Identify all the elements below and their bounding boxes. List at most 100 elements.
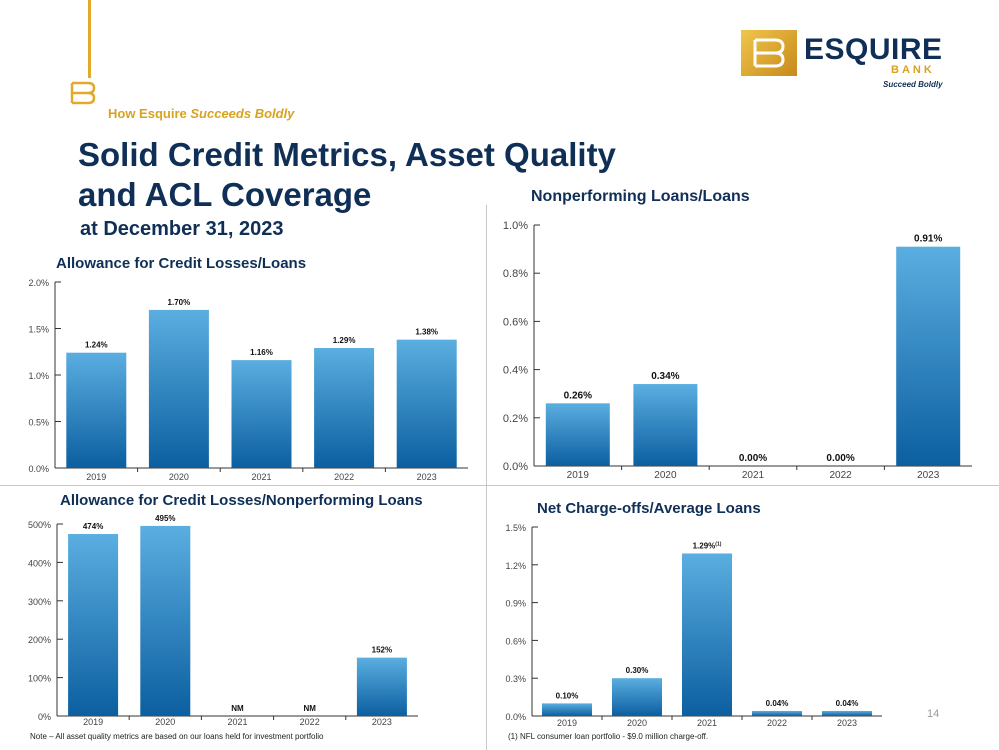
bar-2019	[66, 352, 127, 468]
data-label-2019: 0.10%	[556, 691, 579, 700]
page-number: 14	[927, 708, 940, 720]
x-tick-label-2021: 2021	[697, 718, 717, 728]
chart-title-nco: Net Charge-offs/Average Loans	[537, 500, 761, 517]
x-tick-label-2020: 2020	[155, 717, 175, 727]
y-tick-label: 1.5%	[505, 523, 526, 533]
y-tick-label: 0%	[38, 712, 51, 722]
footnote-left: Note – All asset quality metrics are bas…	[30, 732, 324, 741]
logo-word: ESQUIRE	[804, 33, 943, 66]
data-label-2021: NM	[231, 704, 244, 713]
data-label-2023: 1.38%	[415, 328, 438, 337]
tagline: How Esquire Succeeds Boldly	[108, 106, 294, 121]
data-label-2023: 0.04%	[836, 699, 859, 708]
data-label-2022: 1.29%	[333, 336, 356, 345]
y-tick-label: 0.8%	[503, 268, 528, 280]
chart-acl-loans: 0.0% 0.5% 1.0% 1.5% 2.0% 1.24% 2019 1.70% 2020 1.…	[28, 278, 468, 482]
y-tick-label: 0.9%	[505, 599, 526, 609]
page-subtitle: at December 31, 2023	[80, 218, 284, 240]
data-label-2019: 1.24%	[85, 341, 108, 350]
x-tick-label-2022: 2022	[334, 472, 354, 482]
x-tick-label-2023: 2023	[417, 472, 437, 482]
page-title: Solid Credit Metrics, Asset Quality and …	[78, 135, 616, 215]
bar-2020	[612, 678, 662, 716]
y-tick-label: 300%	[28, 597, 51, 607]
data-label-2021: 0.00%	[739, 453, 767, 464]
data-label-2023: 152%	[372, 646, 392, 655]
y-tick-label: 0.0%	[28, 464, 49, 474]
y-tick-label: 0.6%	[505, 636, 526, 646]
bar-2021	[231, 360, 292, 468]
chart-title-npl-loans: Nonperforming Loans/Loans	[531, 188, 750, 205]
y-tick-label: 0.2%	[503, 413, 528, 425]
eb-monogram-icon	[70, 81, 96, 105]
bar-2023	[822, 710, 872, 716]
x-tick-label-2020: 2020	[627, 718, 647, 728]
x-tick-label-2019: 2019	[83, 717, 103, 727]
bar-2023	[396, 339, 457, 468]
page-title-line2: and ACL Coverage	[78, 176, 372, 213]
data-label-superscript: (1)	[715, 541, 721, 547]
y-tick-label: 1.0%	[503, 220, 528, 232]
data-label-2021: 1.29%(1)	[693, 541, 722, 550]
page-title-line1: Solid Credit Metrics, Asset Quality	[78, 136, 616, 173]
x-tick-label-2022: 2022	[767, 718, 787, 728]
footnote-right: (1) NFL consumer loan portfolio - $9.0 m…	[508, 732, 709, 741]
x-tick-label-2020: 2020	[654, 470, 677, 481]
x-tick-label-2020: 2020	[169, 472, 189, 482]
chart-title-acl-npl: Allowance for Credit Losses/Nonperformin…	[60, 492, 423, 509]
y-tick-label: 1.5%	[28, 325, 49, 335]
x-tick-label-2023: 2023	[917, 470, 940, 481]
data-label-2022: 0.00%	[826, 453, 854, 464]
data-label-2021: 1.16%	[250, 348, 273, 357]
y-tick-label: 500%	[28, 520, 51, 530]
horizontal-divider	[0, 485, 999, 486]
bar-2019	[68, 533, 119, 716]
tagline-emphasis: Succeeds Boldly	[190, 106, 295, 121]
chart-title-acl-loans: Allowance for Credit Losses/Loans	[56, 255, 307, 272]
y-tick-label: 0.0%	[505, 712, 526, 722]
y-tick-label: 0.0%	[503, 461, 528, 473]
data-label-2023: 0.91%	[914, 234, 942, 245]
data-label-2020: 1.70%	[168, 298, 191, 307]
y-tick-label: 100%	[28, 674, 51, 684]
y-tick-label: 0.5%	[28, 418, 49, 428]
x-tick-label-2021: 2021	[251, 472, 271, 482]
bar-2023	[896, 246, 961, 466]
bar-2020	[140, 525, 191, 716]
chart-acl-npl: 0% 100% 200% 300% 400% 500% 474% 2019 495% 2020 NM…	[28, 514, 418, 727]
data-label-2022: 0.04%	[766, 699, 789, 708]
y-tick-label: 0.3%	[505, 674, 526, 684]
chart-nco: 0.0% 0.3% 0.6% 0.9% 1.2% 1.5% 0.10% 2019 0.30% 20…	[505, 523, 882, 728]
data-label-2022: NM	[303, 704, 316, 713]
data-label-2020: 0.34%	[651, 371, 679, 382]
x-tick-label-2021: 2021	[227, 717, 247, 727]
esquire-bank-logo: ESQUIRE BANK Succeed Boldly	[741, 30, 945, 94]
logo-tagline: Succeed Boldly	[883, 80, 943, 89]
data-label-2020: 495%	[155, 514, 175, 523]
y-tick-label: 2.0%	[28, 278, 49, 288]
y-tick-label: 0.4%	[503, 365, 528, 377]
bar-2022	[752, 710, 802, 716]
tagline-prefix: How Esquire	[108, 106, 187, 121]
vertical-divider	[486, 205, 487, 750]
y-tick-label: 1.2%	[505, 561, 526, 571]
bar-2019	[545, 403, 610, 466]
bar-2020	[633, 384, 698, 466]
data-label-2020: 0.30%	[626, 666, 649, 675]
y-tick-label: 200%	[28, 635, 51, 645]
x-tick-label-2021: 2021	[742, 470, 765, 481]
x-tick-label-2022: 2022	[300, 717, 320, 727]
bar-2020	[148, 309, 209, 468]
gold-accent-line	[88, 0, 91, 78]
logo-monogram-box	[741, 30, 797, 76]
bar-2022	[314, 348, 375, 468]
chart-npl-loans: 0.0% 0.2% 0.4% 0.6% 0.8% 1.0% 0.26% 2019 0.34% 20…	[503, 220, 972, 481]
x-tick-label-2023: 2023	[372, 717, 392, 727]
y-tick-label: 0.6%	[503, 316, 528, 328]
x-tick-label-2023: 2023	[837, 718, 857, 728]
x-tick-label-2022: 2022	[829, 470, 852, 481]
y-tick-label: 1.0%	[28, 371, 49, 381]
x-tick-label-2019: 2019	[557, 718, 577, 728]
x-tick-label-2019: 2019	[567, 470, 590, 481]
